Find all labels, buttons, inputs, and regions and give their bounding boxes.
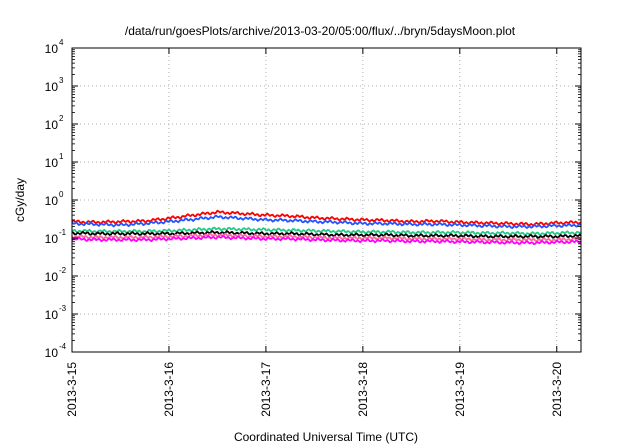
y-axis-title: cGy/day [13, 178, 27, 222]
y-tick-label: 100 [45, 190, 64, 208]
y-tick-label: 103 [45, 76, 64, 94]
x-tick-label: 2013-3-15 [65, 362, 79, 417]
x-tick-label: 2013-3-18 [356, 362, 370, 417]
y-tick-base: 10 [45, 42, 59, 56]
y-tick-label: 10-1 [45, 228, 67, 246]
x-tick-label: 2013-3-19 [453, 362, 467, 417]
y-tick-exponent: -2 [59, 266, 67, 275]
y-tick-label: 102 [45, 114, 64, 132]
y-tick-base: 10 [45, 232, 59, 246]
y-tick-exponent: -3 [59, 304, 67, 313]
y-tick-label: 104 [45, 38, 64, 56]
x-tick-labels: 2013-3-15 2013-3-16 2013-3-17 2013-3-18 2013… [65, 362, 564, 417]
y-tick-label: 10-3 [45, 304, 67, 322]
series-line-1 [71, 209, 582, 227]
chart-title: /data/run/goesPlots/archive/2013-03-20/0… [125, 24, 516, 38]
y-tick-base: 10 [45, 270, 59, 284]
y-tick-base: 10 [45, 80, 59, 94]
y-tick-exponent: 1 [59, 152, 64, 161]
y-tick-exponent: 3 [59, 76, 64, 85]
x-axis-title: Coordinated Universal Time (UTC) [234, 430, 418, 444]
y-tick-exponent: 4 [59, 38, 64, 47]
grid [72, 48, 581, 352]
y-tick-label: 10-4 [45, 342, 67, 360]
y-tick-exponent: 0 [59, 190, 64, 199]
y-tick-base: 10 [45, 156, 59, 170]
y-tick-base: 10 [45, 346, 59, 360]
y-tick-base: 10 [45, 194, 59, 208]
x-tick-label: 2013-3-16 [162, 362, 176, 417]
series-line-2 [71, 214, 582, 230]
y-tick-base: 10 [45, 118, 59, 132]
y-tick-label: 10-2 [45, 266, 67, 284]
series-line-6 [71, 235, 582, 246]
axis-ticks [71, 47, 581, 353]
series-layer [71, 209, 582, 246]
y-tick-label: 101 [45, 152, 64, 170]
y-tick-exponent: 2 [59, 114, 64, 123]
y-tick-base: 10 [45, 308, 59, 322]
series-line-4 [71, 229, 582, 240]
x-tick-label: 2013-3-17 [259, 362, 273, 417]
y-tick-exponent: -1 [59, 228, 67, 237]
x-tick-label: 2013-3-20 [550, 362, 564, 417]
series-line-5 [71, 232, 582, 243]
series-line-3 [71, 226, 582, 236]
y-tick-exponent: -4 [59, 342, 67, 351]
